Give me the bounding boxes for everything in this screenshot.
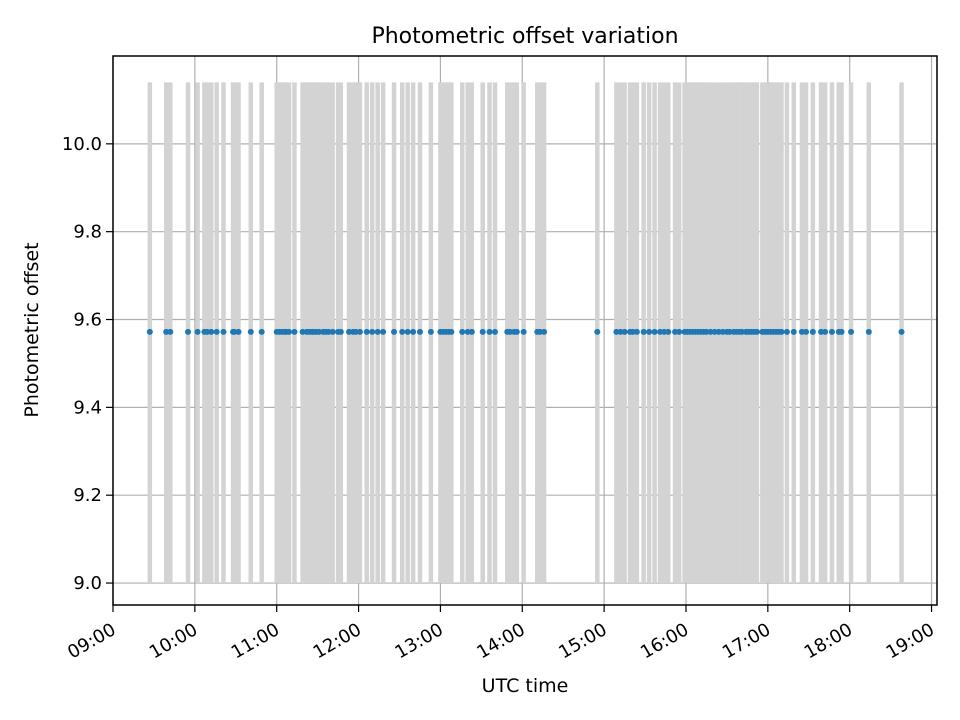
data-point: [838, 328, 845, 335]
data-point: [665, 328, 672, 335]
data-point: [404, 328, 411, 335]
y-tick-label: 10.0: [62, 134, 102, 155]
x-tick-label: 15:00: [555, 619, 610, 663]
y-axis-ticks: 9.0 9.2 9.4 9.6 9.8 10.0: [62, 134, 113, 594]
data-point: [898, 328, 905, 335]
data-point: [468, 328, 475, 335]
y-axis-label: Photometric offset: [21, 242, 43, 417]
chart-title: Photometric offset variation: [371, 24, 678, 49]
x-tick-label: 17:00: [719, 619, 774, 663]
x-axis-ticks: 09:00 10:00 11:00 12:00 13:00 14:00 15:00 16:00…: [64, 605, 938, 663]
data-point: [640, 328, 647, 335]
x-tick-label: 13:00: [391, 619, 446, 663]
data-point: [208, 328, 215, 335]
data-point: [828, 328, 835, 335]
data-point: [513, 328, 520, 335]
data-point: [479, 328, 486, 335]
data-point: [399, 328, 406, 335]
data-point: [621, 328, 628, 335]
data-point: [809, 328, 816, 335]
x-tick-label: 11:00: [228, 619, 283, 663]
data-point: [416, 328, 423, 335]
data-point: [803, 328, 810, 335]
data-point: [778, 328, 785, 335]
data-point: [676, 328, 683, 335]
y-tick-label: 9.6: [73, 310, 102, 331]
data-point: [646, 328, 653, 335]
x-tick-label: 14:00: [473, 619, 528, 663]
data-point: [213, 328, 220, 335]
data-point: [329, 328, 336, 335]
data-point: [194, 328, 201, 335]
data-point: [448, 328, 455, 335]
y-tick-label: 9.0: [73, 573, 102, 594]
data-point: [356, 328, 363, 335]
data-point: [459, 328, 466, 335]
data-point: [337, 328, 344, 335]
x-tick-label: 10:00: [146, 619, 201, 663]
data-point: [258, 328, 265, 335]
data-point: [410, 328, 417, 335]
x-tick-label: 18:00: [801, 619, 856, 663]
data-point: [146, 328, 153, 335]
y-tick-label: 9.2: [73, 485, 102, 506]
data-point: [235, 328, 242, 335]
data-point: [291, 328, 298, 335]
plot-area-frame: [112, 55, 938, 606]
data-point: [247, 328, 254, 335]
data-point: [380, 328, 387, 335]
data-point: [486, 328, 493, 335]
x-tick-label: 19:00: [883, 619, 938, 663]
x-axis-label: UTC time: [482, 675, 569, 697]
data-point: [167, 328, 174, 335]
data-point: [822, 328, 829, 335]
data-point: [427, 328, 434, 335]
data-point: [753, 328, 760, 335]
data-point: [541, 328, 548, 335]
x-tick-label: 12:00: [310, 619, 365, 663]
data-point: [491, 328, 498, 335]
data-point: [790, 328, 797, 335]
x-tick-label: 16:00: [637, 619, 692, 663]
data-point: [369, 328, 376, 335]
y-tick-label: 9.8: [73, 222, 102, 243]
data-point: [285, 328, 292, 335]
data-point: [220, 328, 227, 335]
data-point: [391, 328, 398, 335]
data-point: [594, 328, 601, 335]
data-point: [848, 328, 855, 335]
data-points: [146, 328, 905, 335]
data-point: [363, 328, 370, 335]
y-tick-label: 9.4: [73, 397, 102, 418]
x-tick-label: 09:00: [64, 619, 119, 663]
data-point: [651, 328, 658, 335]
data-point: [185, 328, 192, 335]
data-point: [374, 328, 381, 335]
data-point: [783, 328, 790, 335]
data-point: [520, 328, 527, 335]
data-point: [633, 328, 640, 335]
data-point: [865, 328, 872, 335]
